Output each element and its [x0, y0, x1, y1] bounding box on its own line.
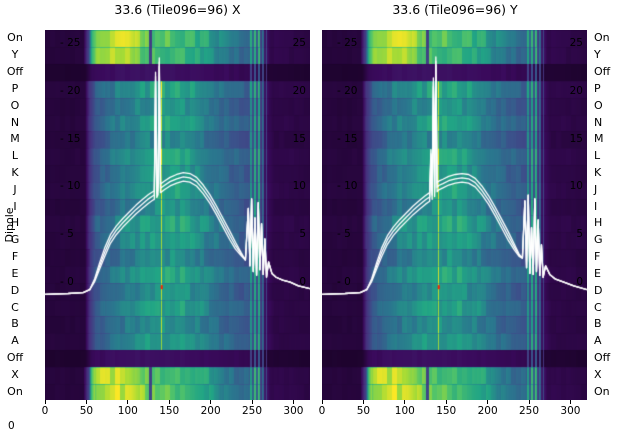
x-tick-mark-0 [321, 400, 323, 404]
row-label-a-18: A [11, 334, 19, 348]
x-tick-label-0: 0 [318, 405, 326, 417]
row-labels-left: On Y Off P O N M L K J I H G F E D C B A Off X On [0, 0, 30, 440]
row-label-on-21: On [594, 384, 610, 398]
row-label-off-2: Off [6, 65, 24, 79]
row-label-c-16: C [11, 300, 19, 314]
row-label-p-3: P [594, 81, 601, 95]
row-label-off-2: Off [594, 65, 611, 79]
x-tick-label-200: 200 [200, 405, 221, 417]
row-label-f-13: F [11, 250, 19, 264]
x-tick-label-50: 50 [356, 405, 371, 417]
x-tick-mark-100 [127, 400, 129, 404]
row-label-i-10: I [13, 199, 17, 213]
row-label-x-20: X [11, 367, 19, 381]
row-label-g-12: G [10, 233, 20, 247]
row-label-off-19: Off [6, 350, 24, 364]
x-tick-label-50: 50 [79, 405, 94, 417]
row-label-on-0: On [594, 31, 610, 45]
row-label-on-21: On [7, 384, 23, 398]
row-label-off-19: Off [594, 350, 611, 364]
row-label-o-4: O [594, 98, 603, 112]
row-label-j-9: J [594, 182, 598, 196]
x-tick-mark-100 [404, 400, 406, 404]
row-label-d-15: D [594, 283, 603, 297]
corner-zero-label: 0 [8, 420, 15, 432]
x-tick-mark-150 [168, 400, 170, 404]
row-label-o-4: O [10, 98, 20, 112]
row-label-k-8: K [11, 165, 19, 179]
row-label-b-17: B [11, 317, 19, 331]
panel-title-x: 33.6 (Tile096=96) X [114, 2, 241, 17]
x-tick-label-250: 250 [242, 405, 263, 417]
x-tick-label-100: 100 [394, 405, 415, 417]
x-tick-mark-250 [251, 400, 253, 404]
x-tick-label-300: 300 [560, 405, 581, 417]
row-label-b-17: B [594, 317, 602, 331]
row-label-c-16: C [594, 300, 602, 314]
x-tick-mark-0 [44, 400, 46, 404]
x-tick-mark-150 [445, 400, 447, 404]
row-label-n-5: N [10, 115, 20, 129]
x-tick-mark-200 [210, 400, 212, 404]
row-label-on-0: On [7, 31, 23, 45]
x-tick-mark-50 [85, 400, 87, 404]
x-tick-mark-200 [487, 400, 489, 404]
x-tick-label-250: 250 [519, 405, 540, 417]
row-label-y-1: Y [594, 48, 601, 62]
x-tick-label-150: 150 [436, 405, 457, 417]
row-label-e-14: E [11, 266, 19, 280]
x-tick-mark-300 [569, 400, 571, 404]
row-label-l-7: L [11, 149, 19, 163]
row-label-a-18: A [594, 334, 602, 348]
row-label-l-7: L [594, 149, 601, 163]
x-tick-label-150: 150 [159, 405, 180, 417]
row-label-k-8: K [594, 165, 602, 179]
panel-x-xaxis: 0 50 100 150 200 250 300 [42, 400, 310, 420]
row-label-m-6: M [10, 132, 20, 146]
row-label-g-12: G [594, 233, 603, 247]
row-labels-right: On Y Off P O N M L K J I H G F E D C B A Off X On [594, 0, 636, 440]
panel-title-y: 33.6 (Tile096=96) Y [392, 2, 518, 17]
row-label-x-20: X [594, 367, 602, 381]
row-label-e-14: E [594, 266, 601, 280]
heatmap-panel-x [45, 30, 310, 400]
row-label-m-6: M [594, 132, 604, 146]
panel-y-xaxis: 0 50 100 150 200 250 300 [319, 400, 587, 420]
x-tick-mark-50 [362, 400, 364, 404]
row-label-p-3: P [11, 81, 19, 95]
x-tick-label-100: 100 [117, 405, 138, 417]
row-label-i-10: I [594, 199, 598, 213]
x-tick-mark-250 [528, 400, 530, 404]
row-label-h-11: H [10, 216, 20, 230]
x-tick-label-200: 200 [477, 405, 498, 417]
x-tick-mark-300 [292, 400, 294, 404]
row-label-n-5: N [594, 115, 603, 129]
heatmap-panel-y [322, 30, 587, 400]
row-label-j-9: J [13, 182, 17, 196]
x-tick-label-0: 0 [41, 405, 49, 417]
row-label-y-1: Y [11, 48, 19, 62]
row-label-h-11: H [594, 216, 603, 230]
row-label-f-13: F [594, 250, 601, 264]
x-tick-label-300: 300 [283, 405, 304, 417]
row-label-d-15: D [10, 283, 20, 297]
